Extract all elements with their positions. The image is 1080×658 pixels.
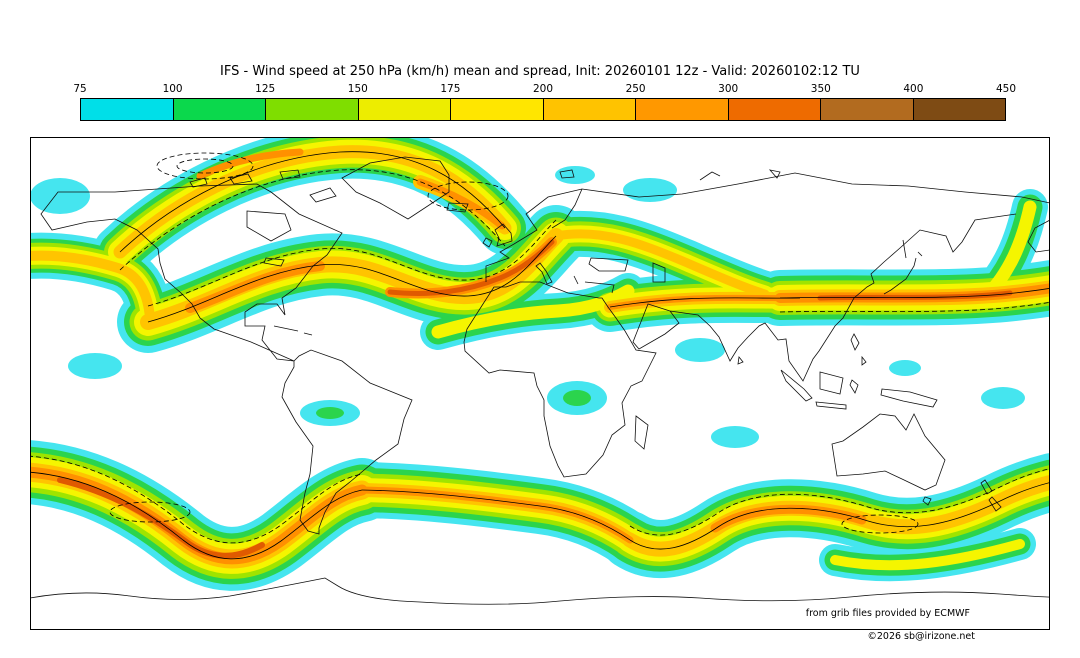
colorbar-tick: 175	[440, 83, 461, 95]
colorbar-tick: 75	[73, 83, 87, 95]
colorbar-tick: 150	[347, 83, 368, 95]
map-frame	[30, 137, 1050, 630]
spread-patches-layer	[30, 166, 1025, 448]
colorbar	[80, 98, 1006, 121]
coastlines-layer	[30, 156, 1050, 605]
colorbar-ticks: 75 100 125 150 175 200 250 300 350 400 4…	[73, 83, 1016, 96]
colorbar-tick: 100	[162, 83, 183, 95]
colorbar-segment	[81, 99, 174, 120]
colorbar-segment	[173, 99, 266, 120]
colorbar-tick: 200	[532, 83, 554, 95]
colorbar-tick: 450	[995, 83, 1017, 95]
colorbar-segment	[913, 99, 1005, 120]
colorbar-segment	[543, 99, 636, 120]
colorbar-segment	[821, 99, 914, 120]
colorbar-tick: 300	[718, 83, 739, 95]
colorbar-segment	[266, 99, 359, 120]
wind-speed-bands-layer	[30, 152, 1050, 566]
copyright-text: ©2026 sb@irizone.net	[867, 631, 975, 642]
colorbar-tick: 250	[625, 83, 646, 95]
colorbar-segment	[636, 99, 729, 120]
colorbar-segment	[728, 99, 821, 120]
colorbar-segment	[358, 99, 451, 120]
colorbar-tick: 400	[903, 83, 924, 95]
world-map-svg	[30, 137, 1050, 630]
page-title: IFS - Wind speed at 250 hPa (km/h) mean …	[220, 64, 860, 79]
colorbar-tick: 125	[255, 83, 276, 95]
colorbar-tick: 350	[810, 83, 831, 95]
attribution-text: from grib files provided by ECMWF	[805, 608, 970, 619]
contour-lines-layer	[30, 151, 1050, 560]
colorbar-segment	[451, 99, 544, 120]
